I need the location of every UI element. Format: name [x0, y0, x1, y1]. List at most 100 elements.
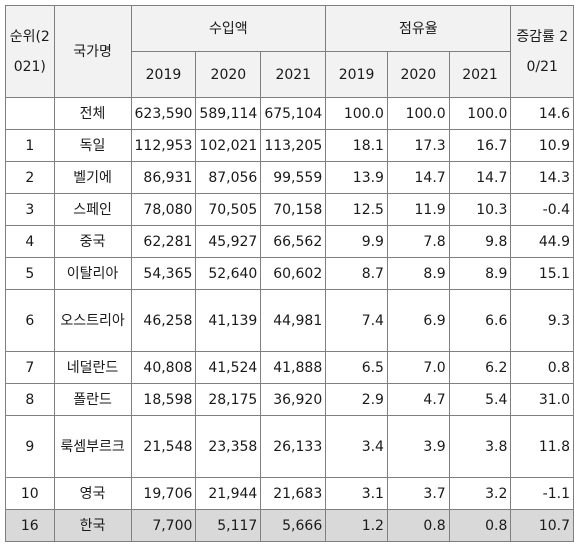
imports-cell: 23,358: [195, 415, 262, 478]
growth-cell: 14.3: [510, 161, 574, 194]
share-cell: 8.9: [448, 257, 512, 290]
share-cell: 7.8: [386, 225, 450, 258]
growth-cell: 11.8: [510, 415, 574, 478]
share-cell: 3.8: [448, 415, 512, 478]
imports-cell: 41,888: [260, 351, 327, 384]
header-growth: 증감률 20/21: [510, 5, 574, 98]
share-cell: 6.9: [386, 289, 450, 352]
import-share-table: 순위(2021) 국가명 수입액 점유율 증감률 20/21 2019 2020…: [5, 5, 574, 542]
share-cell: 6.6: [448, 289, 512, 352]
table-row: 6 오스트리아 46,258 41,139 44,981 7.4 6.9 6.6 9.3: [5, 289, 574, 352]
imports-cell: 87,056: [195, 161, 262, 194]
imports-cell: 54,365: [130, 257, 197, 290]
growth-cell: 15.1: [510, 257, 574, 290]
imports-cell: 623,590: [130, 97, 197, 130]
imports-cell: 589,114: [195, 97, 262, 130]
imports-cell: 70,505: [195, 193, 262, 226]
table-row: 4 중국 62,281 45,927 66,562 9.9 7.8 9.8 44.9: [5, 225, 574, 258]
share-cell: 18.1: [325, 129, 388, 162]
share-cell: 0.8: [448, 509, 512, 542]
imports-cell: 26,133: [260, 415, 327, 478]
share-cell: 6.5: [325, 351, 388, 384]
country-cell: 한국: [53, 509, 132, 542]
share-cell: 3.4: [325, 415, 388, 478]
imports-cell: 675,104: [260, 97, 327, 130]
country-cell: 벨기에: [53, 161, 132, 194]
imports-cell: 41,524: [195, 351, 262, 384]
share-cell: 4.7: [386, 383, 450, 416]
header-share-year: 2021: [448, 51, 512, 98]
imports-cell: 28,175: [195, 383, 262, 416]
growth-cell: 44.9: [510, 225, 574, 258]
table-row: 10 영국 19,706 21,944 21,683 3.1 3.7 3.2 -1.1: [5, 477, 574, 510]
imports-cell: 41,139: [195, 289, 262, 352]
share-cell: 17.3: [386, 129, 450, 162]
share-cell: 7.4: [325, 289, 388, 352]
imports-cell: 7,700: [130, 509, 197, 542]
table-header: 순위(2021) 국가명 수입액 점유율 증감률 20/21 2019 2020…: [5, 5, 574, 98]
header-share-year: 2019: [325, 51, 388, 98]
table-row: 8 폴란드 18,598 28,175 36,920 2.9 4.7 5.4 31.0: [5, 383, 574, 416]
country-cell: 중국: [53, 225, 132, 258]
table-row: 3 스페인 78,080 70,505 70,158 12.5 11.9 10.3 -0.4: [5, 193, 574, 226]
table-row: 16 한국 7,700 5,117 5,666 1.2 0.8 0.8 10.7: [5, 509, 574, 542]
table-row: 9 룩셈부르크 21,548 23,358 26,133 3.4 3.9 3.8 11.8: [5, 415, 574, 478]
table-row-total: 전체 623,590 589,114 675,104 100.0 100.0 100.0 14…: [5, 97, 574, 130]
imports-cell: 70,158: [260, 193, 327, 226]
imports-cell: 45,927: [195, 225, 262, 258]
share-cell: 7.0: [386, 351, 450, 384]
imports-cell: 112,953: [130, 129, 197, 162]
header-share: 점유율: [325, 5, 512, 52]
country-cell: 이탈리아: [53, 257, 132, 290]
growth-cell: 10.9: [510, 129, 574, 162]
growth-cell: -1.1: [510, 477, 574, 510]
header-country: 국가명: [53, 5, 132, 98]
rank-cell: 4: [5, 225, 55, 258]
share-cell: 8.9: [386, 257, 450, 290]
rank-cell: 7: [5, 351, 55, 384]
share-cell: 3.7: [386, 477, 450, 510]
imports-cell: 19,706: [130, 477, 197, 510]
country-cell: 오스트리아: [53, 289, 132, 352]
share-cell: 6.2: [448, 351, 512, 384]
share-cell: 100.0: [386, 97, 450, 130]
imports-cell: 60,602: [260, 257, 327, 290]
share-cell: 10.3: [448, 193, 512, 226]
table-body: 전체 623,590 589,114 675,104 100.0 100.0 100.0 14…: [5, 97, 574, 542]
rank-cell: 2: [5, 161, 55, 194]
country-cell: 영국: [53, 477, 132, 510]
imports-cell: 36,920: [260, 383, 327, 416]
growth-cell: 31.0: [510, 383, 574, 416]
growth-cell: 0.8: [510, 351, 574, 384]
header-imports-year: 2020: [195, 51, 262, 98]
country-cell: 독일: [53, 129, 132, 162]
share-cell: 12.5: [325, 193, 388, 226]
country-cell: 네덜란드: [53, 351, 132, 384]
share-cell: 9.8: [448, 225, 512, 258]
growth-cell: 14.6: [510, 97, 574, 130]
table-row: 5 이탈리아 54,365 52,640 60,602 8.7 8.9 8.9 15.1: [5, 257, 574, 290]
share-cell: 5.4: [448, 383, 512, 416]
rank-cell: 10: [5, 477, 55, 510]
imports-cell: 52,640: [195, 257, 262, 290]
header-rank: 순위(2021): [5, 5, 55, 98]
share-cell: 3.9: [386, 415, 450, 478]
imports-cell: 86,931: [130, 161, 197, 194]
imports-cell: 66,562: [260, 225, 327, 258]
rank-cell: 5: [5, 257, 55, 290]
imports-cell: 21,944: [195, 477, 262, 510]
imports-cell: 102,021: [195, 129, 262, 162]
rank-cell: 3: [5, 193, 55, 226]
table-row: 7 네덜란드 40,808 41,524 41,888 6.5 7.0 6.2 0.8: [5, 351, 574, 384]
share-cell: 100.0: [448, 97, 512, 130]
share-cell: 8.7: [325, 257, 388, 290]
header-imports-year: 2019: [130, 51, 197, 98]
imports-cell: 62,281: [130, 225, 197, 258]
imports-cell: 5,117: [195, 509, 262, 542]
imports-cell: 46,258: [130, 289, 197, 352]
share-cell: 14.7: [386, 161, 450, 194]
rank-cell: 8: [5, 383, 55, 416]
growth-cell: 10.7: [510, 509, 574, 542]
imports-cell: 99,559: [260, 161, 327, 194]
rank-cell: 16: [5, 509, 55, 542]
